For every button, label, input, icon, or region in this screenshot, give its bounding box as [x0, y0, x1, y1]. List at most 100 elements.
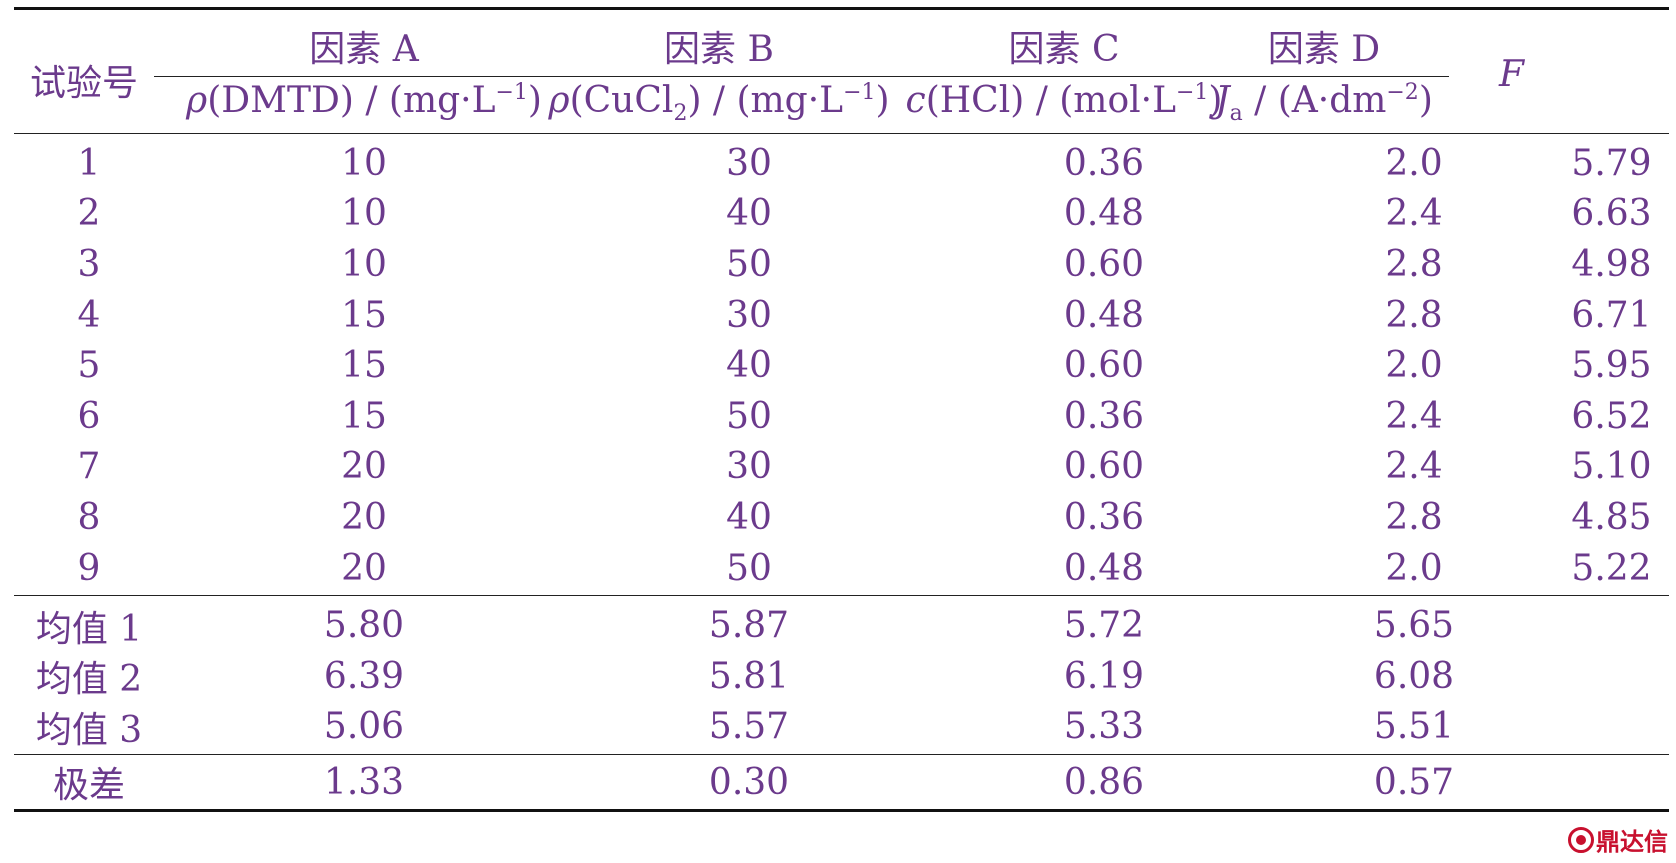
factor-a-cell: 6.39	[323, 655, 405, 697]
table-row: 2 10 40 0.48 2.4 6.63	[14, 189, 1669, 240]
f-cell: 4.98	[1571, 243, 1652, 285]
trial-cell: 1	[77, 142, 101, 184]
factor-b-cell: 5.57	[708, 706, 790, 748]
factor-d-cell: 5.51	[1373, 706, 1455, 748]
factor-b-cell: 0.30	[708, 761, 790, 803]
factor-b-cell: 50	[726, 547, 772, 589]
table-row: 8 20 40 0.36 2.8 4.85	[14, 492, 1669, 543]
factor-d-cell: 2.0	[1385, 345, 1443, 387]
range-rule	[14, 754, 1669, 756]
trial-cell: 均值 2	[35, 659, 143, 701]
factor-b-cell: 5.81	[708, 655, 790, 697]
factor-a-cell: 10	[341, 243, 387, 285]
factor-c-cell: 0.36	[1063, 395, 1145, 437]
factor-b-cell: 30	[726, 142, 772, 184]
factor-b-cell: 50	[726, 395, 772, 437]
factor-d-cell: 2.4	[1385, 446, 1443, 488]
trial-cell: 5	[77, 345, 101, 387]
factor-c-cell: 0.60	[1063, 243, 1145, 285]
factor-b-cell: 5.87	[708, 605, 790, 647]
factor-a-cell: 1.33	[323, 761, 405, 803]
header-unit-c: c(HCl) / (mol·L−1)	[905, 80, 1223, 121]
factor-c-cell: 5.72	[1063, 605, 1145, 647]
factor-b-cell: 40	[726, 496, 772, 538]
watermark-text: 鼎达信	[1596, 828, 1668, 856]
factor-a-cell: 5.80	[323, 605, 405, 647]
factor-c-cell: 0.48	[1063, 294, 1145, 336]
bottom-rule	[14, 809, 1669, 813]
factor-a-cell: 20	[341, 446, 387, 488]
trial-cell: 4	[77, 294, 101, 336]
factor-d-cell: 2.8	[1385, 294, 1443, 336]
factor-b-cell: 40	[726, 193, 772, 235]
factor-c-cell: 5.33	[1063, 706, 1145, 748]
factor-a-cell: 20	[341, 547, 387, 589]
f-cell: 6.52	[1571, 395, 1652, 437]
header-unit-d: Ja / (A·dm−2)	[1215, 80, 1433, 127]
orthogonal-test-table: 试验号 因素 A 因素 B 因素 C 因素 D ρ(DMTD) / (mg·L−…	[14, 7, 1669, 813]
factor-b-cell: 40	[726, 345, 772, 387]
factor-d-cell: 2.8	[1385, 243, 1443, 285]
factor-b-cell: 30	[726, 294, 772, 336]
header-rule	[14, 133, 1669, 134]
logo-icon	[1568, 826, 1594, 853]
table-header: 试验号 因素 A 因素 B 因素 C 因素 D ρ(DMTD) / (mg·L−…	[14, 10, 1669, 133]
factor-a-cell: 20	[341, 496, 387, 538]
f-cell: 6.63	[1571, 193, 1652, 235]
trial-cell: 6	[77, 395, 101, 437]
f-cell: 5.95	[1571, 345, 1652, 387]
f-cell: 6.71	[1571, 294, 1652, 336]
factor-subrule	[154, 76, 1449, 77]
table-row: 9 20 50 0.48 2.0 5.22	[14, 543, 1669, 594]
factor-d-cell: 0.57	[1373, 761, 1455, 803]
mean-rows: 均值 1 5.80 5.87 5.72 5.65 均值 2 6.39 5.81 6.19 6.08…	[14, 596, 1669, 754]
factor-c-cell: 0.60	[1063, 345, 1145, 387]
table-row: 6 15 50 0.36 2.4 6.52	[14, 391, 1669, 442]
trial-cell: 2	[77, 193, 101, 235]
header-factor-d: 因素 D	[1267, 29, 1381, 70]
factor-d-cell: 5.65	[1373, 605, 1455, 647]
trial-cell: 7	[77, 446, 101, 488]
factor-a-cell: 15	[341, 395, 387, 437]
table-row: 1 10 30 0.36 2.0 5.79	[14, 138, 1669, 189]
factor-d-cell: 2.8	[1385, 496, 1443, 538]
factor-a-cell: 15	[341, 345, 387, 387]
factor-a-cell: 10	[341, 142, 387, 184]
header-unit-b: ρ(CuCl2) / (mg·L−1)	[548, 80, 890, 127]
factor-a-cell: 10	[341, 193, 387, 235]
data-rows: 1 10 30 0.36 2.0 5.79 2 10 40 0.48 2.4 6.63 3 10 50 0.6…	[14, 134, 1669, 595]
means-rule	[14, 595, 1669, 597]
factor-c-cell: 6.19	[1063, 655, 1145, 697]
table-row: 7 20 30 0.60 2.4 5.10	[14, 442, 1669, 493]
factor-c-cell: 0.36	[1063, 496, 1145, 538]
factor-c-cell: 0.60	[1063, 446, 1145, 488]
trial-cell: 9	[77, 547, 101, 589]
factor-c-cell: 0.86	[1063, 761, 1145, 803]
range-section: 极差 1.33 0.30 0.86 0.57	[14, 755, 1669, 809]
factor-b-cell: 50	[726, 243, 772, 285]
factor-b-cell: 30	[726, 446, 772, 488]
factor-c-cell: 0.48	[1063, 547, 1145, 589]
f-cell: 5.22	[1571, 547, 1652, 589]
factor-d-cell: 2.4	[1385, 395, 1443, 437]
header-factor-a: 因素 A	[309, 29, 419, 70]
factor-d-cell: 2.4	[1385, 193, 1443, 235]
mean-row: 均值 3 5.06 5.57 5.33 5.51	[14, 702, 1669, 753]
factor-d-cell: 2.0	[1385, 142, 1443, 184]
trial-cell: 8	[77, 496, 101, 538]
table-row: 3 10 50 0.60 2.8 4.98	[14, 239, 1669, 290]
top-rule	[14, 7, 1669, 10]
factor-d-cell: 2.0	[1385, 547, 1443, 589]
trial-cell: 均值 1	[35, 608, 143, 650]
f-cell: 5.10	[1571, 446, 1652, 488]
trial-cell: 3	[77, 243, 101, 285]
trial-cell: 均值 3	[35, 709, 143, 751]
trial-cell: 极差	[52, 765, 125, 807]
f-cell: 4.85	[1571, 496, 1652, 538]
range-row: 极差 1.33 0.30 0.86 0.57	[14, 757, 1669, 807]
header-f: F	[1499, 54, 1524, 95]
table-row: 5 15 40 0.60 2.0 5.95	[14, 340, 1669, 391]
factor-c-cell: 0.36	[1063, 142, 1145, 184]
mean-row: 均值 1 5.80 5.87 5.72 5.65	[14, 600, 1669, 651]
factor-a-cell: 5.06	[323, 706, 405, 748]
